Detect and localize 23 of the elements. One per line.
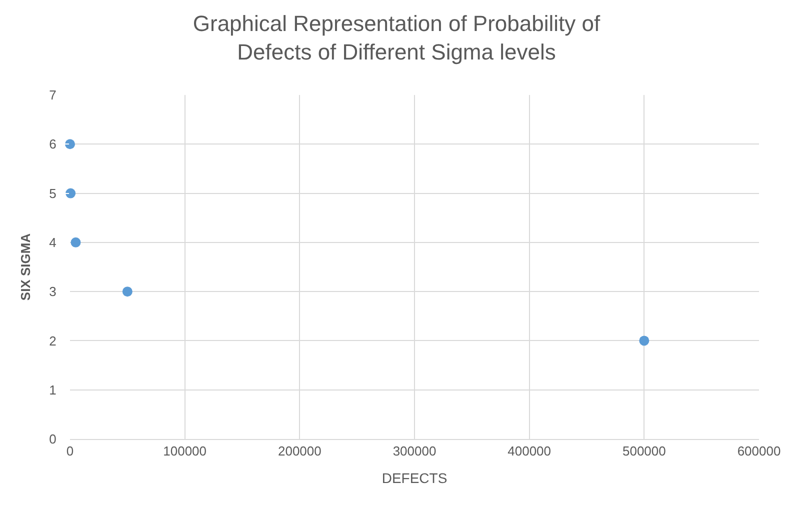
x-tick-label: 500000 xyxy=(622,444,666,459)
y-tick-label: 1 xyxy=(49,382,56,398)
y-tick-label: 2 xyxy=(49,333,56,348)
x-tick-label: 400000 xyxy=(508,444,552,459)
x-tick-label: 600000 xyxy=(737,444,781,459)
y-tick-label: 3 xyxy=(49,284,56,300)
x-tick-label: 100000 xyxy=(163,444,207,459)
y-axis-title: SIX SIGMA xyxy=(18,232,34,301)
point xyxy=(70,237,81,248)
point xyxy=(65,139,75,150)
y-tick-label: 6 xyxy=(49,136,56,152)
x-tick-label: 200000 xyxy=(278,444,322,459)
point xyxy=(66,188,76,198)
point xyxy=(639,336,650,346)
x-axis-title: DEFECTS xyxy=(382,470,448,486)
y-tick-label: 0 xyxy=(49,432,56,447)
x-tick-label: 300000 xyxy=(392,444,436,459)
y-tick-label: 7 xyxy=(49,88,56,103)
point xyxy=(122,286,132,297)
chart-title: Graphical Representation of Probability of Defects of Different Sigma levels xyxy=(192,10,601,64)
y-tick-label: 5 xyxy=(49,186,56,201)
y-tick-label: 4 xyxy=(49,234,56,250)
x-tick-label: 0 xyxy=(66,444,74,459)
